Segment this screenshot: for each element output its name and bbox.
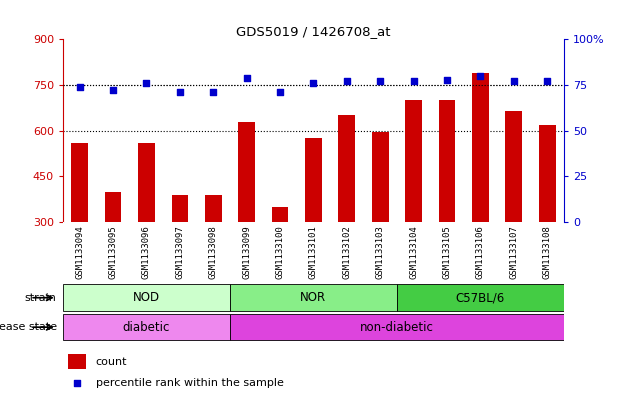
Text: C57BL/6: C57BL/6	[455, 291, 505, 304]
Bar	[230, 314, 564, 340]
Bar	[539, 125, 556, 222]
Text: GSM1133105: GSM1133105	[442, 225, 452, 279]
Bar	[205, 195, 222, 222]
Bar	[338, 116, 355, 222]
Text: GSM1133098: GSM1133098	[209, 225, 218, 279]
Text: GSM1133095: GSM1133095	[108, 225, 118, 279]
Point	[275, 89, 285, 95]
Bar	[438, 100, 455, 222]
Text: NOD: NOD	[133, 291, 160, 304]
Bar	[68, 354, 86, 369]
Bar	[505, 111, 522, 222]
Point	[175, 89, 185, 95]
Bar	[305, 138, 322, 222]
Point	[375, 78, 385, 84]
Bar	[372, 132, 389, 222]
Text: GSM1133104: GSM1133104	[409, 225, 418, 279]
Point	[141, 80, 151, 86]
Bar	[63, 314, 230, 340]
Point	[108, 87, 118, 94]
Text: GSM1133107: GSM1133107	[509, 225, 518, 279]
Text: GSM1133097: GSM1133097	[175, 225, 185, 279]
Text: diabetic: diabetic	[123, 321, 170, 334]
Bar	[238, 121, 255, 222]
Point	[309, 80, 318, 86]
Text: GSM1133096: GSM1133096	[142, 225, 151, 279]
Bar	[472, 73, 489, 222]
Bar	[171, 195, 188, 222]
Bar	[71, 143, 88, 222]
Bar	[405, 100, 422, 222]
Text: GSM1133094: GSM1133094	[75, 225, 84, 279]
Point	[241, 75, 251, 81]
Text: GSM1133103: GSM1133103	[375, 225, 385, 279]
Point	[72, 380, 82, 387]
Point	[509, 78, 519, 84]
Text: GSM1133102: GSM1133102	[342, 225, 352, 279]
Point	[408, 78, 418, 84]
Bar	[272, 207, 289, 222]
Title: GDS5019 / 1426708_at: GDS5019 / 1426708_at	[236, 25, 391, 38]
Text: strain: strain	[25, 293, 57, 303]
Text: GSM1133106: GSM1133106	[476, 225, 485, 279]
Bar	[63, 285, 230, 311]
Point	[341, 78, 352, 84]
Text: count: count	[96, 357, 127, 367]
Bar	[138, 143, 155, 222]
Text: GSM1133101: GSM1133101	[309, 225, 318, 279]
Bar	[105, 191, 122, 222]
Point	[74, 84, 84, 90]
Point	[475, 73, 485, 79]
Text: GSM1133108: GSM1133108	[542, 225, 552, 279]
Bar	[230, 285, 397, 311]
Text: disease state: disease state	[0, 322, 57, 332]
Text: non-diabetic: non-diabetic	[360, 321, 434, 334]
Text: GSM1133100: GSM1133100	[275, 225, 285, 279]
Text: percentile rank within the sample: percentile rank within the sample	[96, 378, 284, 389]
Bar	[397, 285, 564, 311]
Text: GSM1133099: GSM1133099	[242, 225, 251, 279]
Point	[542, 78, 552, 84]
Point	[208, 89, 218, 95]
Text: NOR: NOR	[301, 291, 326, 304]
Point	[442, 76, 452, 83]
